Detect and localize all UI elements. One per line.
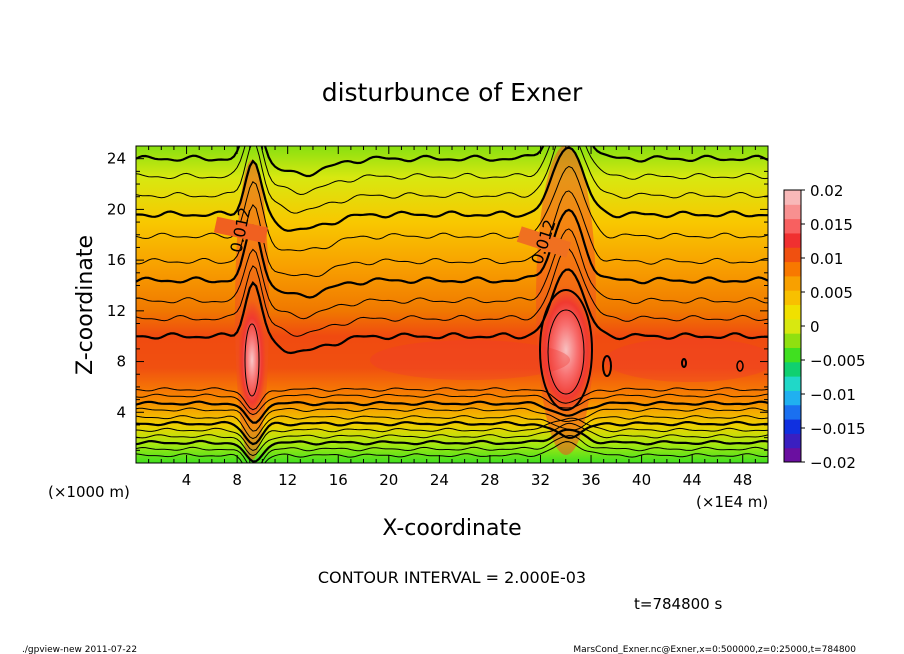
colorbar-tick-label: −0.02: [810, 454, 856, 472]
contour-line: [136, 247, 768, 337]
x-tick-label: 16: [329, 471, 348, 489]
contour-line: [136, 268, 768, 355]
x-axis-title: X-coordinate: [382, 516, 521, 541]
x-tick-label: 24: [430, 471, 449, 489]
colorbar-segment: [784, 304, 801, 320]
contour-line: [136, 428, 768, 463]
contour-line: [136, 434, 768, 463]
y-axis-title: Z-coordinate: [73, 235, 98, 375]
colorbar-segment: [784, 247, 801, 263]
x-tick-label: 40: [632, 471, 651, 489]
y-tick-label: 12: [107, 302, 126, 320]
chart-title: disturbunce of Exner: [322, 78, 583, 107]
closed-contour-right-outer: [539, 289, 593, 411]
y-tick-label: 8: [116, 353, 126, 371]
colorbar: 0.02 0.015 0.01 0.005 0 −0.005 −0.01 −0.015 −0.0…: [783, 182, 866, 472]
mid-band: [370, 340, 570, 380]
colorbar-tick-label: 0.015: [810, 216, 853, 234]
colorbar-segment: [784, 218, 801, 234]
x-tick-label: 12: [278, 471, 297, 489]
footer-right: MarsCond_Exner.nc@Exner,x=0:500000,z=0:2…: [573, 645, 856, 654]
plot-area: [136, 146, 768, 463]
x-tick-label: 48: [733, 471, 752, 489]
closed-contour-small-2: [681, 358, 687, 368]
y-tick-label: 20: [107, 200, 126, 218]
contour-line: [136, 146, 768, 214]
colorbar-segment: [784, 232, 801, 248]
colorbar-segment: [784, 275, 801, 291]
colorbar-segment: [784, 419, 801, 434]
colorbar-segment: [784, 447, 801, 463]
y-tick-label: 4: [116, 403, 126, 421]
colorbar-segment: [784, 333, 801, 348]
contour-line: [136, 165, 768, 252]
colorbar-segment: [784, 376, 801, 391]
footer-left: ./gpview-new 2011-07-22: [22, 645, 137, 654]
contour-interval: CONTOUR INTERVAL = 2.000E-03: [318, 568, 586, 587]
x-unit-label: (×1000 m): [48, 483, 130, 501]
x-tick-label: 20: [379, 471, 398, 489]
closed-contour-small-1: [602, 355, 612, 377]
contour-line: [136, 393, 768, 416]
y-tick-label: 16: [107, 251, 126, 269]
right-band: [605, 338, 768, 382]
colorbar-segment: [784, 290, 801, 306]
closed-contour-left: [244, 323, 260, 397]
x-tick-label: 32: [531, 471, 550, 489]
peak-right: [538, 286, 594, 414]
colorbar-segment: [784, 404, 801, 420]
contour-line: [136, 146, 768, 178]
peak-left: [238, 300, 266, 420]
x-tick-label: 4: [182, 471, 192, 489]
colorbar-segment: [784, 347, 801, 363]
contour-line: [136, 441, 768, 463]
colorbar-segment: [784, 390, 801, 406]
closed-contour-small-3: [736, 360, 744, 372]
contour-line: [136, 228, 768, 320]
x-axis: 4 8 12 16 20 24 28 32 36 40 44 48: [148, 146, 756, 489]
y-tick-label: 24: [107, 150, 126, 168]
contour-line: [136, 146, 768, 232]
x-tick-label: 28: [480, 471, 499, 489]
colorbar-segment: [784, 261, 801, 277]
contour-line: [136, 422, 768, 457]
colorbar-tick-label: −0.015: [810, 420, 866, 438]
x-tick-label: 36: [581, 471, 600, 489]
colorbar-tick-label: 0.005: [810, 284, 853, 302]
colorbar-tick-label: 0.02: [810, 182, 843, 200]
colorbar-segment: [784, 361, 801, 377]
contour-line: [136, 407, 768, 432]
x-tick-label: 44: [683, 471, 702, 489]
colorbar-segment: [784, 190, 801, 205]
colorbar-segment: [784, 318, 801, 334]
contour-line: [136, 208, 768, 299]
contour-line: [136, 420, 768, 446]
contour-line: [136, 400, 768, 424]
contour-line: [136, 146, 768, 196]
colorbar-segment: [784, 204, 801, 220]
contour-line: [136, 415, 768, 440]
colorbar-tick-label: 0.01: [810, 250, 843, 268]
colorbar-segment: [784, 433, 801, 449]
time-label: t=784800 s: [634, 595, 722, 613]
y-axis: 4 8 12 16 20 24: [107, 150, 768, 451]
colorbar-tick-label: 0: [810, 318, 820, 336]
colorbar-tick-label: −0.01: [810, 386, 856, 404]
contour-line: [136, 417, 768, 452]
colorbar-tick-label: −0.005: [810, 352, 866, 370]
contour-line: [136, 190, 768, 278]
contour-lines: [136, 146, 768, 463]
x-tick-label: 8: [232, 471, 242, 489]
contour-line: [136, 387, 768, 411]
x-scale-label: (×1E4 m): [696, 493, 768, 511]
closed-contour-right-inner: [547, 309, 585, 395]
field-background: [136, 146, 768, 463]
